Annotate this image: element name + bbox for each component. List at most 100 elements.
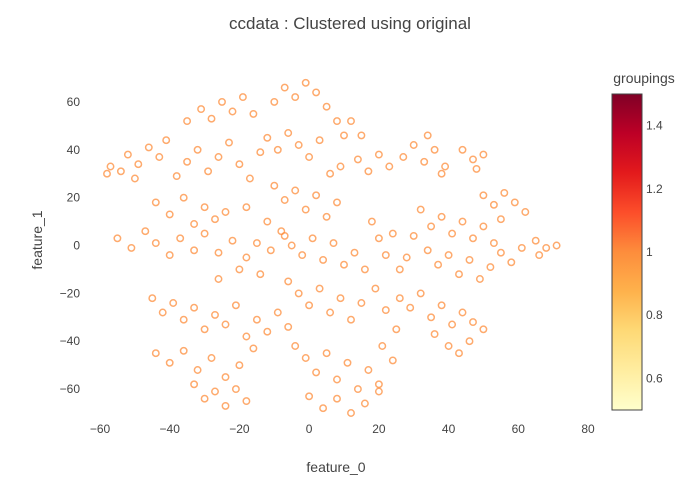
data-point xyxy=(284,322,293,331)
data-point xyxy=(416,289,425,298)
data-point xyxy=(479,191,488,200)
data-point xyxy=(197,105,206,114)
data-point xyxy=(444,342,453,350)
data-point xyxy=(315,284,324,293)
data-point xyxy=(517,243,526,252)
data-point xyxy=(347,117,355,126)
data-point xyxy=(326,169,335,178)
data-point xyxy=(434,260,443,269)
data-point xyxy=(141,227,150,236)
data-point xyxy=(315,136,324,145)
data-point xyxy=(273,145,282,154)
data-point xyxy=(231,385,240,394)
data-point xyxy=(437,301,446,310)
data-point xyxy=(385,162,394,171)
data-point xyxy=(190,380,199,389)
data-point xyxy=(207,114,216,123)
data-point xyxy=(329,239,338,248)
data-point xyxy=(336,294,345,303)
data-point xyxy=(298,251,307,260)
data-point xyxy=(280,83,289,92)
data-point xyxy=(270,181,279,190)
data-point xyxy=(479,325,488,334)
data-point xyxy=(273,308,282,317)
data-point xyxy=(312,88,321,97)
data-point xyxy=(183,157,192,166)
data-point xyxy=(395,294,404,303)
colorbar-title: groupings xyxy=(613,70,675,86)
colorbar-tick-label: 1.4 xyxy=(646,119,663,133)
data-point xyxy=(235,160,244,169)
data-point xyxy=(392,325,401,334)
data-point xyxy=(312,191,321,200)
data-point xyxy=(294,289,303,298)
data-point xyxy=(364,167,373,176)
y-tick-label: 60 xyxy=(67,95,81,109)
data-point xyxy=(469,318,477,327)
y-tick-label: −20 xyxy=(60,286,81,300)
data-point xyxy=(130,174,139,183)
data-point xyxy=(242,397,251,406)
data-point xyxy=(252,315,261,324)
data-point xyxy=(472,164,481,173)
data-point xyxy=(165,358,174,367)
data-point xyxy=(322,102,331,111)
data-point xyxy=(319,255,328,264)
data-point xyxy=(305,392,314,401)
data-point xyxy=(123,150,132,159)
x-tick-label: −20 xyxy=(229,422,250,436)
data-point xyxy=(353,385,362,394)
data-point xyxy=(270,97,279,106)
data-point xyxy=(374,234,383,243)
data-point xyxy=(179,193,188,202)
data-point xyxy=(221,373,230,382)
data-point xyxy=(176,234,185,243)
data-point xyxy=(228,107,237,116)
data-point xyxy=(151,198,160,207)
data-point xyxy=(172,172,181,181)
data-point xyxy=(402,253,411,262)
data-point xyxy=(221,320,230,329)
colorbar-tick-label: 0.6 xyxy=(646,371,663,385)
x-tick-label: 20 xyxy=(372,422,386,436)
data-point xyxy=(552,241,561,250)
data-point xyxy=(479,222,488,231)
data-point xyxy=(287,241,296,250)
data-point xyxy=(235,361,244,370)
data-point xyxy=(374,150,383,159)
data-point xyxy=(340,260,348,269)
data-point xyxy=(284,277,293,286)
data-point xyxy=(381,251,390,260)
data-point xyxy=(144,143,153,152)
data-point xyxy=(336,162,345,171)
data-point xyxy=(190,303,199,312)
data-point xyxy=(322,212,331,221)
data-point xyxy=(204,167,213,176)
data-point xyxy=(242,332,251,341)
data-point xyxy=(364,366,373,374)
x-tick-label: 40 xyxy=(442,422,456,436)
data-point xyxy=(489,200,498,209)
y-tick-label: 40 xyxy=(67,143,81,157)
data-point xyxy=(465,337,474,346)
data-point xyxy=(148,294,157,303)
data-point xyxy=(291,93,300,102)
data-point xyxy=(263,327,272,336)
data-point xyxy=(374,387,383,396)
data-point xyxy=(190,220,199,228)
data-point xyxy=(360,399,369,408)
data-point xyxy=(308,234,317,243)
data-point xyxy=(458,145,467,154)
colorbar-tick-label: 0.8 xyxy=(646,308,663,322)
data-point xyxy=(360,265,369,274)
data-point xyxy=(427,222,436,231)
data-point xyxy=(193,366,202,374)
data-point xyxy=(395,265,404,274)
data-point xyxy=(322,349,331,358)
data-point xyxy=(486,263,495,272)
colorbar xyxy=(611,93,643,411)
data-point xyxy=(374,380,383,389)
data-point xyxy=(193,145,202,154)
data-point xyxy=(479,150,488,159)
data-point xyxy=(333,198,341,207)
